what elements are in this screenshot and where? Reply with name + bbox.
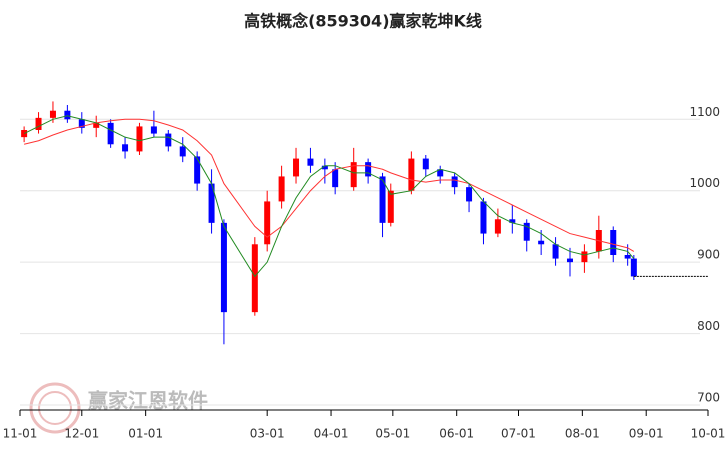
- candle-body: [208, 183, 215, 223]
- candle-body: [624, 255, 631, 259]
- chart-title: 高铁概念(859304)赢家乾坤K线: [244, 12, 482, 31]
- x-tick-label: 06-01: [439, 427, 474, 441]
- x-tick-label: 04-01: [314, 427, 349, 441]
- y-tick-label: 700: [697, 391, 720, 405]
- moving-average: [23, 118, 635, 252]
- y-tick-label: 1100: [689, 105, 720, 119]
- candle-body: [480, 201, 487, 234]
- candle-body: [49, 110, 56, 118]
- candle-body: [165, 133, 172, 147]
- candle-body: [122, 144, 129, 152]
- candle-body: [610, 230, 617, 255]
- candle-body: [278, 176, 285, 202]
- y-tick-label: 800: [697, 319, 720, 333]
- candle-body: [293, 158, 300, 177]
- candle-body: [538, 240, 545, 245]
- candle-body: [523, 222, 530, 241]
- candle-body: [509, 219, 516, 223]
- candle-body: [264, 201, 271, 245]
- x-tick-label: 11-01: [3, 427, 38, 441]
- candle-body: [64, 110, 71, 120]
- candle-body: [466, 187, 473, 202]
- candle-body: [451, 176, 458, 188]
- candle-body: [581, 251, 588, 263]
- candle-body: [251, 244, 258, 313]
- candle-body: [179, 146, 186, 157]
- watermark-icon: [29, 382, 81, 434]
- candle-body: [350, 162, 357, 188]
- x-tick-label: 12-01: [64, 427, 99, 441]
- candle-body: [93, 122, 100, 128]
- candle-body: [107, 122, 114, 145]
- candle-body: [387, 190, 394, 223]
- candle-body: [332, 169, 339, 188]
- candle-body: [422, 158, 429, 170]
- candle-body: [194, 156, 201, 184]
- candle-body: [35, 117, 42, 130]
- candle-body: [321, 165, 328, 170]
- candle-body: [552, 244, 559, 259]
- candle-body: [630, 258, 637, 277]
- x-tick-label: 05-01: [375, 427, 410, 441]
- x-tick-label: 08-01: [565, 427, 600, 441]
- candle-body: [307, 158, 314, 166]
- x-tick-label: 03-01: [250, 427, 285, 441]
- candle-body: [408, 158, 415, 191]
- candle-body: [566, 258, 573, 263]
- candle-body: [379, 176, 386, 223]
- candle-body: [150, 126, 157, 134]
- watermark: 赢家江恩软件: [88, 389, 208, 413]
- candle-body: [78, 119, 85, 128]
- y-tick-label: 900: [697, 248, 720, 262]
- candle-body: [494, 219, 501, 234]
- candle-body: [365, 162, 372, 177]
- x-tick-label: 10-01: [691, 427, 726, 441]
- x-tick-label: 09-01: [629, 427, 664, 441]
- x-tick-label: 07-01: [501, 427, 536, 441]
- x-tick-label: 01-01: [128, 427, 163, 441]
- candle-body: [437, 169, 444, 177]
- candle-body: [136, 126, 143, 152]
- candle-body: [220, 222, 227, 313]
- y-tick-label: 1000: [689, 176, 720, 190]
- moving-average: [23, 115, 635, 278]
